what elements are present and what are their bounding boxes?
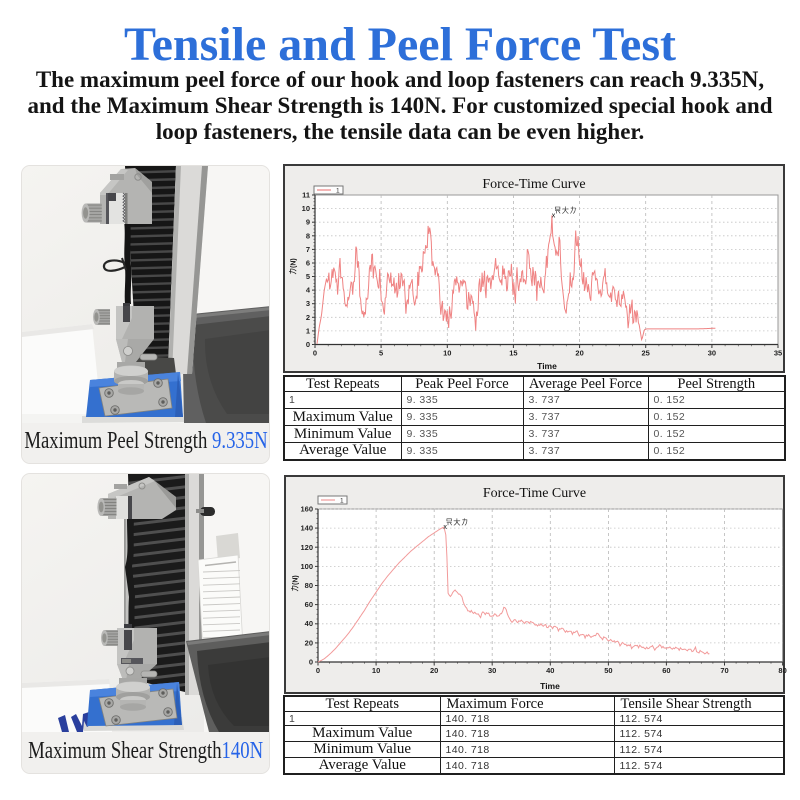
svg-text:30: 30 [708,349,716,358]
svg-text:1: 1 [306,326,310,335]
svg-text:25: 25 [642,349,650,358]
svg-text:x: x [552,212,556,219]
svg-text:5: 5 [306,272,310,281]
svg-text:60: 60 [305,600,313,609]
svg-text:30: 30 [488,666,496,675]
svg-text:4: 4 [306,286,311,295]
svg-text:140: 140 [300,524,313,533]
svg-text:3: 3 [306,299,310,308]
svg-text:20: 20 [305,638,313,647]
svg-text:50: 50 [604,666,612,675]
svg-text:1: 1 [336,188,340,195]
svg-text:20: 20 [575,349,583,358]
svg-text:5: 5 [379,349,383,358]
svg-text:160: 160 [300,505,313,514]
svg-text:0: 0 [316,666,320,675]
svg-text:10: 10 [302,204,310,213]
svg-text:15: 15 [509,349,517,358]
svg-text:40: 40 [305,619,313,628]
svg-text:120: 120 [300,543,313,552]
svg-text:8: 8 [306,231,310,240]
svg-text:Time: Time [537,361,557,371]
svg-text:70: 70 [720,666,728,675]
svg-text:6: 6 [306,259,310,268]
svg-text:(N): (N) [293,575,300,585]
svg-text:x: x [443,524,447,531]
svg-text:60: 60 [662,666,670,675]
svg-text:10: 10 [443,349,451,358]
svg-text:(N): (N) [291,258,298,268]
svg-text:80: 80 [305,581,313,590]
svg-text:1: 1 [340,498,344,505]
svg-text:11: 11 [302,191,310,200]
svg-text:20: 20 [430,666,438,675]
svg-text:10: 10 [372,666,380,675]
svg-text:0: 0 [313,349,317,358]
svg-text:7: 7 [306,245,310,254]
svg-text:9: 9 [306,218,310,227]
svg-text:100: 100 [300,562,313,571]
svg-text:40: 40 [546,666,554,675]
svg-text:2: 2 [306,313,310,322]
svg-text:35: 35 [774,349,782,358]
svg-text:0: 0 [309,658,313,667]
svg-text:0: 0 [306,340,310,349]
svg-text:80: 80 [778,666,786,675]
svg-text:Time: Time [540,681,560,691]
